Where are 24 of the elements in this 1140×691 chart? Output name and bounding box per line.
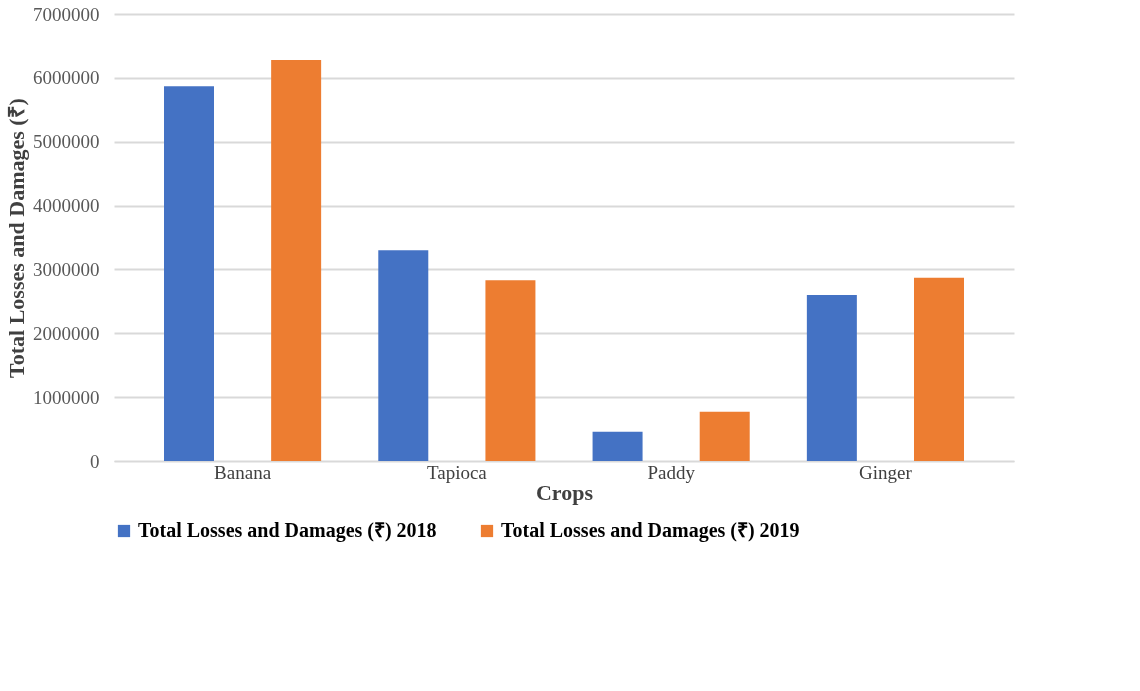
x-tick-label: Banana	[214, 461, 272, 483]
y-tick-label: 1000000	[33, 386, 100, 408]
bar	[271, 59, 322, 461]
bar	[914, 277, 964, 461]
x-tick-label: Ginger	[859, 461, 913, 483]
y-tick-label: 5000000	[33, 131, 100, 153]
x-tick-label: Paddy	[647, 461, 696, 483]
bar	[164, 86, 214, 461]
y-tick-label: 4000000	[33, 195, 100, 217]
y-tick-label: 2000000	[33, 322, 100, 344]
y-tick-label: 7000000	[33, 3, 100, 25]
bar	[806, 294, 857, 461]
legend-label: Total Losses and Damages (₹) 2019	[501, 519, 800, 542]
bar	[699, 411, 750, 461]
x-axis-title: Crops	[535, 479, 594, 505]
y-tick-label: 3000000	[33, 258, 100, 280]
y-axis-title: Total Losses and Damages (₹)	[4, 98, 29, 378]
legend-label: Total Losses and Damages (₹) 2018	[138, 519, 437, 542]
x-tick-label: Tapioca	[426, 461, 488, 483]
bar	[485, 280, 536, 461]
bar	[378, 250, 429, 461]
bar	[592, 431, 643, 461]
y-tick-label: 6000000	[33, 67, 100, 89]
y-tick-label: 0	[90, 450, 100, 472]
